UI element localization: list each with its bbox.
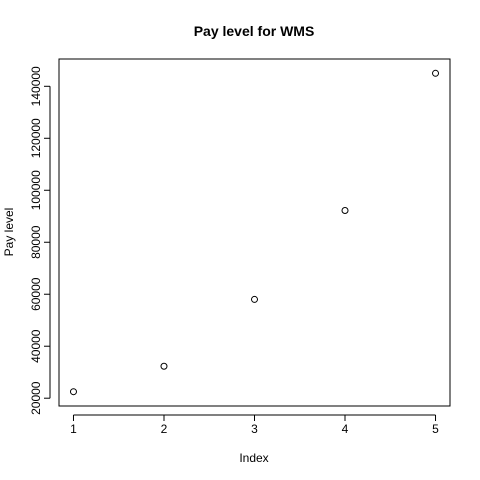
y-tick-label: 60000 [29, 277, 43, 311]
data-point [251, 295, 258, 303]
x-tick-label: 3 [251, 422, 258, 436]
data-point [432, 69, 440, 77]
x-tick-label: 4 [342, 422, 349, 436]
y-tick-label: 120000 [29, 118, 43, 158]
x-tick-label: 1 [70, 422, 77, 436]
y-tick-label: 140000 [29, 66, 43, 106]
x-axis: 1 2 3 4 5 [70, 414, 439, 436]
y-axis: 20000 40000 60000 80000 100000 120000 140000 [29, 66, 51, 415]
x-axis-label: Index [239, 451, 268, 465]
data-points [69, 69, 440, 396]
chart-title: Pay level for WMS [194, 23, 315, 39]
data-point [341, 207, 349, 215]
data-point [160, 362, 168, 370]
data-point [69, 388, 77, 396]
y-tick-label: 20000 [29, 381, 43, 415]
x-tick-label: 5 [432, 422, 439, 436]
y-tick-label: 40000 [29, 329, 43, 363]
y-axis-label: Pay level [2, 208, 16, 257]
y-tick-label: 100000 [29, 170, 43, 210]
y-tick-label: 80000 [29, 225, 43, 259]
x-tick-label: 2 [161, 422, 168, 436]
plot-box [58, 58, 451, 407]
